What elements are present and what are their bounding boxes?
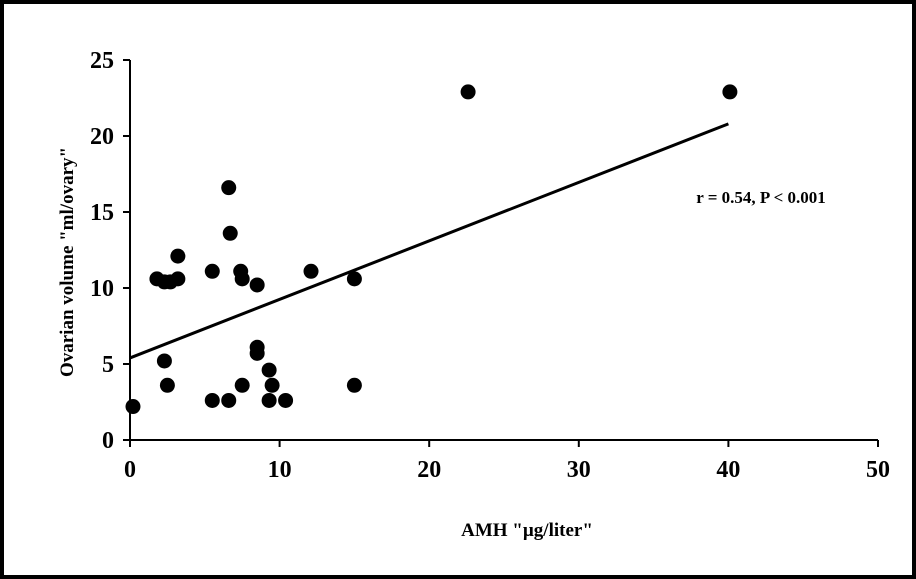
x-tick-label: 40 xyxy=(716,457,740,483)
y-axis-label: Ovarian volume "ml/ovary" xyxy=(57,147,78,377)
data-point xyxy=(460,84,476,100)
data-point xyxy=(221,180,237,196)
data-point xyxy=(221,392,237,408)
data-point xyxy=(346,271,362,287)
data-point xyxy=(125,399,141,415)
data-marks xyxy=(125,84,738,415)
data-point xyxy=(170,271,186,287)
data-point xyxy=(204,392,220,408)
y-tick-label: 20 xyxy=(90,124,114,150)
y-tick-label: 10 xyxy=(90,276,114,302)
data-point xyxy=(261,392,277,408)
data-point xyxy=(261,362,277,378)
x-tick-label: 0 xyxy=(124,457,136,483)
data-point xyxy=(170,248,186,264)
trendline xyxy=(129,122,729,360)
data-point xyxy=(156,353,172,369)
x-tick-label: 10 xyxy=(268,457,292,483)
scatter-plot: 0 10 20 30 40 50 0 5 10 15 20 25 r = 0.54, P < 0.00… xyxy=(57,48,890,541)
x-axis-label: AMH "µg/liter" xyxy=(461,520,593,541)
data-point xyxy=(722,84,738,100)
y-tick-label: 0 xyxy=(102,428,114,454)
data-point xyxy=(222,225,238,241)
data-point xyxy=(234,271,250,287)
data-point xyxy=(303,263,319,279)
data-point xyxy=(346,377,362,393)
data-point xyxy=(159,377,175,393)
correlation-annotation: r = 0.54, P < 0.001 xyxy=(696,188,826,207)
y-tick-label: 5 xyxy=(102,352,114,378)
axis-ticks: 0 10 20 30 40 50 0 5 10 15 20 25 xyxy=(90,48,890,483)
data-point xyxy=(249,345,265,361)
x-tick-label: 30 xyxy=(567,457,591,483)
data-point xyxy=(249,277,265,293)
x-tick-label: 50 xyxy=(866,457,890,483)
data-point xyxy=(278,392,294,408)
y-tick-label: 15 xyxy=(90,200,114,226)
data-point xyxy=(234,377,250,393)
data-point xyxy=(204,263,220,279)
data-point xyxy=(264,377,280,393)
x-tick-label: 20 xyxy=(417,457,441,483)
y-tick-label: 25 xyxy=(90,48,114,74)
